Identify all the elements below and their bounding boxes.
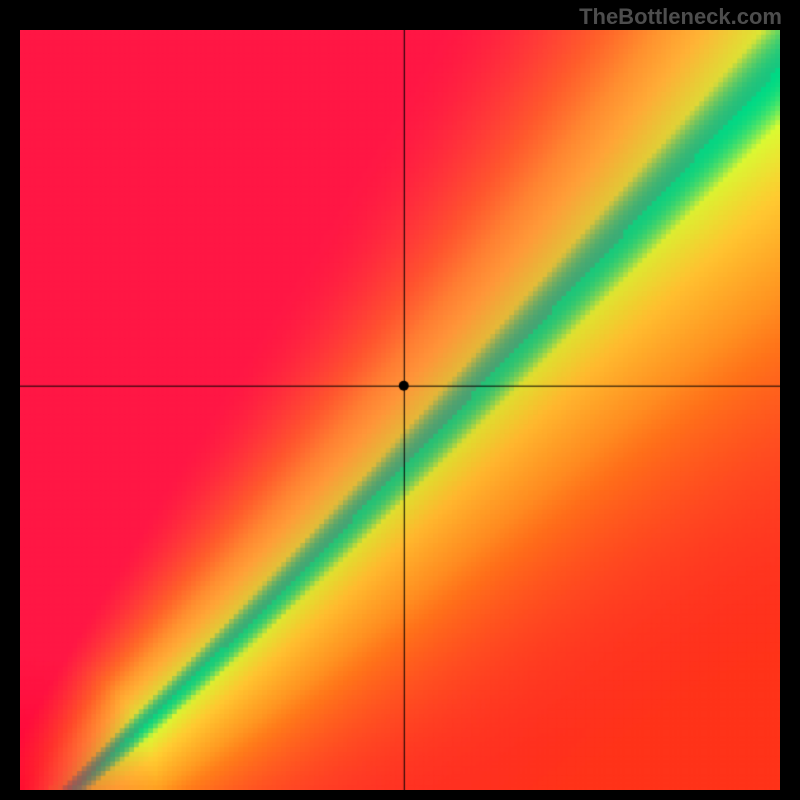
watermark-text: TheBottleneck.com — [579, 4, 782, 30]
heatmap-canvas — [20, 30, 780, 790]
heatmap-plot — [20, 30, 780, 790]
